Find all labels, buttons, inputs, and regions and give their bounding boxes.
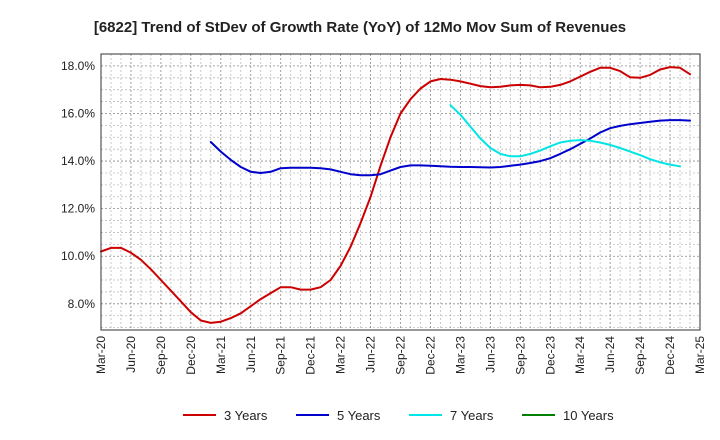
plot-frame [100, 53, 701, 331]
y-tick-label: 18.0% [61, 59, 95, 73]
series-line-7-years [449, 104, 681, 168]
x-tick-label: Dec-24 [663, 336, 677, 375]
x-axis-ticks: Mar-20 Jun-20 Sep-20 Dec-20 Mar-21 Jun-21 Sep-… [94, 336, 707, 375]
y-axis-ticks: 8.0% 10.0% 12.0% 14.0% 16.0% 18.0% [61, 59, 95, 311]
x-tick-label: Dec-20 [184, 336, 198, 375]
legend-label: 7 Years [450, 408, 494, 423]
x-tick-label: Mar-24 [573, 336, 587, 374]
x-tick-label: Jun-21 [244, 336, 258, 373]
legend-label: 5 Years [337, 408, 381, 423]
y-tick-label: 10.0% [61, 249, 95, 263]
y-tick-label: 16.0% [61, 106, 95, 120]
y-tick-label: 8.0% [68, 297, 96, 311]
x-tick-label: Sep-24 [633, 336, 647, 375]
x-tick-label: Jun-22 [364, 336, 378, 373]
series-line-5-years [209, 119, 691, 177]
x-tick-label: Dec-21 [304, 336, 318, 375]
x-tick-label: Sep-23 [513, 336, 527, 375]
x-tick-label: Mar-20 [94, 336, 108, 374]
legend-label: 10 Years [563, 408, 614, 423]
x-tick-label: Jun-24 [603, 336, 617, 373]
x-tick-label: Dec-22 [423, 336, 437, 375]
x-tick-label: Mar-23 [453, 336, 467, 374]
x-tick-label: Mar-21 [214, 336, 228, 374]
x-tick-label: Dec-23 [543, 336, 557, 375]
chart-title: [6822] Trend of StDev of Growth Rate (Yo… [94, 19, 626, 36]
legend-label: 3 Years [224, 408, 268, 423]
x-tick-label: Jun-23 [483, 336, 497, 373]
y-tick-label: 14.0% [61, 154, 95, 168]
x-tick-label: Sep-22 [394, 336, 408, 375]
y-tick-label: 12.0% [61, 202, 95, 216]
series-layer [100, 66, 691, 324]
x-tick-label: Sep-21 [274, 336, 288, 375]
legend: 3 Years 5 Years 7 Years 10 Years [183, 408, 614, 423]
grid-layer [100, 53, 701, 330]
series-line-3-years [100, 66, 691, 324]
x-tick-label: Mar-25 [693, 336, 707, 374]
x-tick-label: Jun-20 [124, 336, 138, 373]
x-tick-label: Sep-20 [154, 336, 168, 375]
x-tick-label: Mar-22 [334, 336, 348, 374]
